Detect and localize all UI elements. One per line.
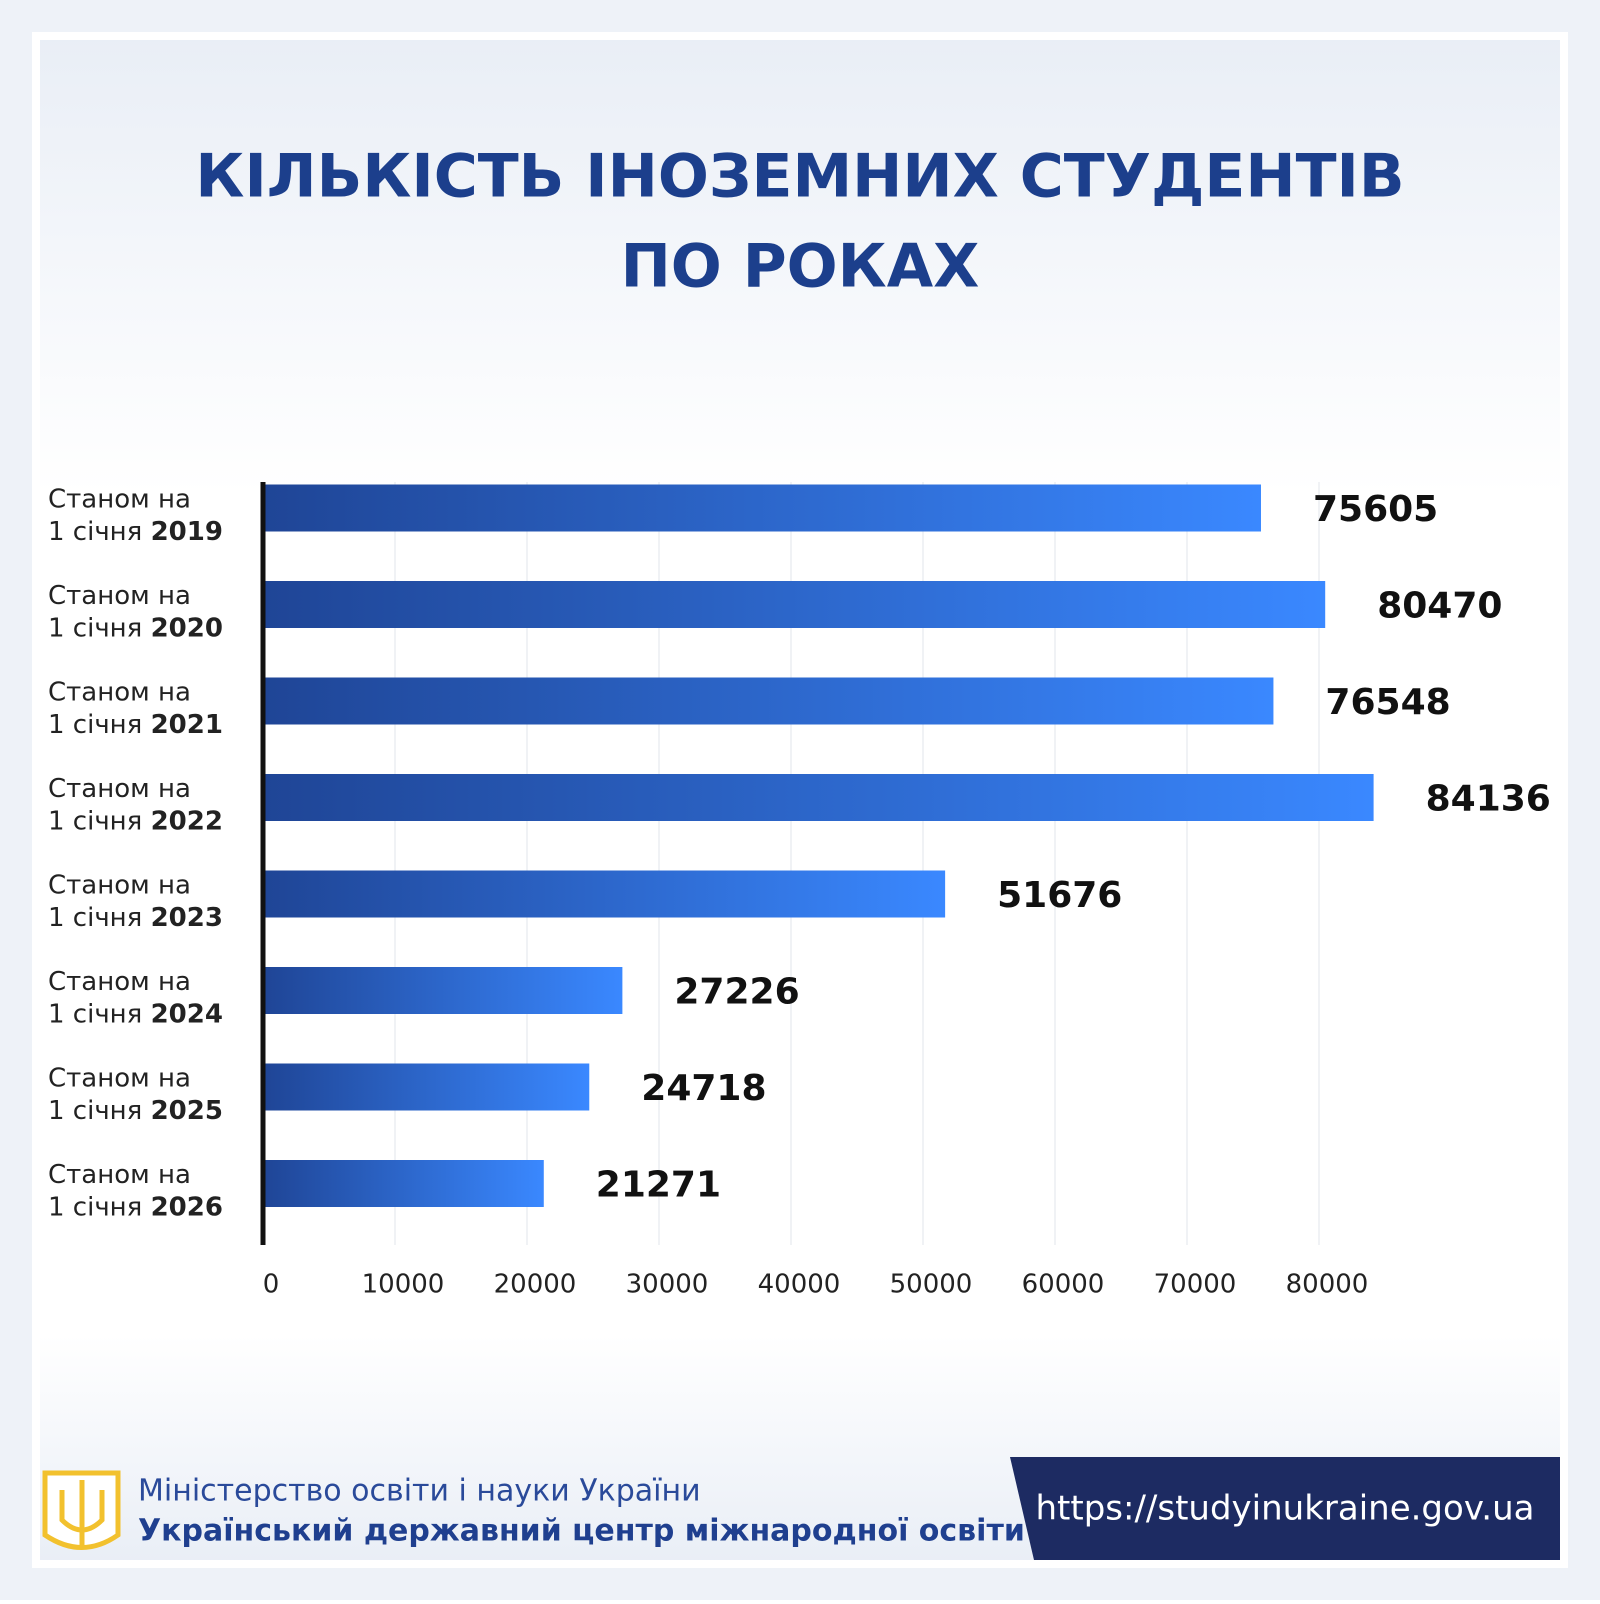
x-tick-label: 50000 (890, 1270, 973, 1300)
value-label: 24718 (641, 1068, 766, 1109)
bar (263, 870, 946, 918)
value-label: 51676 (997, 875, 1122, 916)
category-date: 1 січня (48, 903, 142, 933)
value-label: 76548 (1325, 682, 1450, 723)
bar (263, 581, 1326, 628)
bar (263, 967, 623, 1014)
x-tick-label: 10000 (362, 1270, 445, 1300)
category-date: 1 січня (48, 999, 142, 1029)
footer-ministry: Міністерство освіти і науки України (138, 1474, 701, 1509)
category-year: 2025 (151, 1096, 223, 1126)
bar (263, 484, 1261, 532)
category-year: 2020 (151, 613, 223, 643)
value-label: 27226 (674, 972, 799, 1013)
category-year: 2026 (151, 1192, 223, 1222)
category-date: 1 січня (48, 517, 142, 547)
category-date: 1 січня (48, 1096, 142, 1126)
category-label: Станом на (48, 774, 191, 804)
bar (263, 677, 1274, 725)
category-date: 1 січня (48, 1192, 142, 1222)
value-label: 84136 (1426, 779, 1551, 820)
x-tick-label: 0 (263, 1270, 280, 1300)
category-year: 2024 (151, 999, 223, 1029)
footer-center: Український державний центр міжнародної … (138, 1514, 1025, 1549)
category-label: 1 січня 2021 (48, 710, 223, 740)
category-label: 1 січня 2019 (48, 517, 223, 547)
x-tick-label: 40000 (758, 1270, 841, 1300)
chart-title: ПО РОКАХ (621, 232, 980, 302)
category-label: Станом на (48, 871, 191, 901)
category-label: 1 січня 2025 (48, 1096, 223, 1126)
category-year: 2021 (151, 710, 223, 740)
bar (263, 774, 1374, 821)
category-label: Станом на (48, 581, 191, 611)
category-label: 1 січня 2024 (48, 999, 223, 1029)
category-year: 2022 (151, 806, 223, 836)
url-band (1010, 1457, 1560, 1560)
category-label: Станом на (48, 967, 191, 997)
value-label: 75605 (1313, 489, 1438, 530)
plot: 0 10000 20000 30000 40000 50000 60000 70000 8000… (48, 482, 1551, 1300)
category-label: Станом на (48, 1160, 191, 1190)
value-label: 21271 (596, 1165, 721, 1206)
category-year: 2023 (151, 903, 223, 933)
bar (263, 1063, 590, 1111)
footer-url: https://studyinukraine.gov.ua (1036, 1489, 1535, 1529)
category-label: 1 січня 2023 (48, 903, 223, 933)
category-label: 1 січня 2026 (48, 1192, 223, 1222)
category-label: 1 січня 2022 (48, 806, 223, 836)
category-date: 1 січня (48, 710, 142, 740)
value-label: 80470 (1377, 586, 1502, 627)
chart-title: КІЛЬКІСТЬ ІНОЗЕМНИХ СТУДЕНТІВ (195, 142, 1404, 212)
x-tick-label: 30000 (626, 1270, 709, 1300)
category-label: Станом на (48, 678, 191, 708)
category-label: 1 січня 2020 (48, 613, 223, 643)
category-label: Станом на (48, 1064, 191, 1094)
category-date: 1 січня (48, 613, 142, 643)
category-year: 2019 (151, 517, 223, 547)
x-tick-label: 70000 (1154, 1270, 1237, 1300)
bar (263, 1160, 544, 1207)
category-date: 1 січня (48, 806, 142, 836)
x-tick-label: 80000 (1286, 1270, 1369, 1300)
x-tick-label: 60000 (1022, 1270, 1105, 1300)
trident (59, 1480, 105, 1545)
x-tick-label: 20000 (494, 1270, 577, 1300)
category-label: Станом на (48, 485, 191, 515)
